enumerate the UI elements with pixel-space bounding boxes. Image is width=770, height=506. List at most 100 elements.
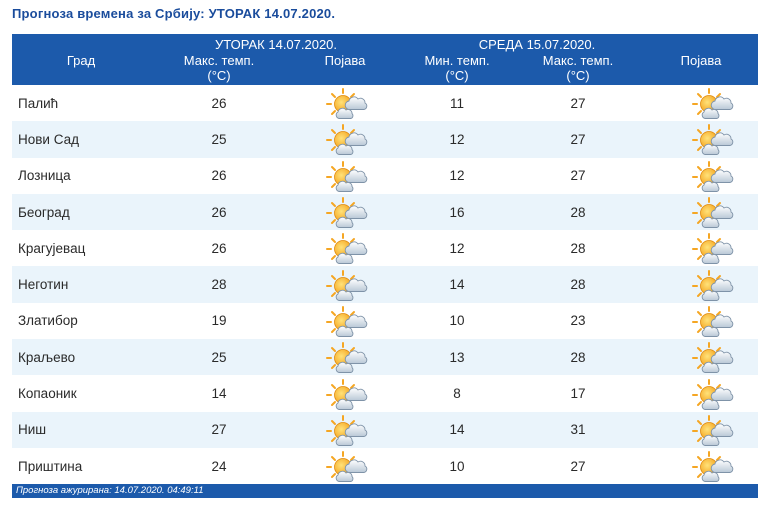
- day2-phenomenon: [684, 85, 740, 121]
- header-day1-date: УТОРАК 14.07.2020.: [214, 37, 338, 52]
- day1-phenomenon: [318, 230, 374, 266]
- day1-max-temp: 26: [211, 240, 227, 256]
- day1-phenomenon: [318, 266, 374, 302]
- day1-phenomenon: [318, 448, 374, 484]
- header-day2-min-unit: (°C): [445, 68, 469, 83]
- day2-phenomenon: [684, 448, 740, 484]
- header-day1-max-temp: Макс. темп. (°C): [150, 53, 288, 83]
- city-name: Крагујевац: [18, 240, 86, 256]
- city-name: Нови Сад: [18, 131, 80, 147]
- table-row: Златибор 19 10 23: [12, 302, 758, 340]
- day1-max-temp: 14: [211, 386, 227, 402]
- header-day2-min-temp: Мин. темп. (°C): [402, 53, 512, 83]
- city-name: Београд: [18, 204, 70, 220]
- partly-cloudy-icon: [323, 87, 369, 120]
- table-row: Неготин 28 14 28: [12, 266, 758, 303]
- day2-max-temp: 31: [570, 422, 586, 438]
- partly-cloudy-icon: [689, 414, 735, 446]
- header-day2-max-label: Макс. темп.: [542, 53, 614, 68]
- header-day2-max-temp: Макс. темп. (°C): [512, 53, 644, 83]
- day2-min-temp: 12: [449, 131, 465, 147]
- city-name: Неготин: [18, 277, 69, 293]
- day1-max-temp: 27: [211, 422, 227, 438]
- partly-cloudy-icon: [689, 378, 735, 410]
- day2-max-temp: 28: [570, 204, 586, 220]
- update-footer: Прогноза ажурирана: 14.07.2020. 04:49:11: [12, 484, 758, 499]
- partly-cloudy-icon: [323, 341, 369, 374]
- partly-cloudy-icon: [689, 160, 735, 192]
- table-row: Копаоник 14 8 17: [12, 375, 758, 412]
- day2-min-temp: 10: [449, 313, 465, 329]
- partly-cloudy-icon: [323, 160, 369, 192]
- partly-cloudy-icon: [323, 269, 369, 301]
- day1-phenomenon: [318, 158, 374, 194]
- day1-phenomenon: [318, 375, 374, 411]
- partly-cloudy-icon: [689, 305, 735, 337]
- day2-min-temp: 11: [449, 95, 464, 111]
- partly-cloudy-icon: [323, 232, 369, 265]
- city-name: Палић: [18, 95, 59, 111]
- day1-max-temp: 26: [211, 168, 227, 184]
- day2-min-temp: 16: [449, 204, 465, 220]
- table-row: Ниш 27 14 31: [12, 411, 758, 448]
- table-row: Лозница 26 12 27: [12, 157, 758, 194]
- partly-cloudy-icon: [323, 305, 369, 337]
- partly-cloudy-icon: [689, 196, 735, 228]
- partly-cloudy-icon: [689, 123, 735, 156]
- day1-phenomenon: [318, 412, 374, 448]
- day1-max-temp: 25: [211, 131, 227, 147]
- city-name: Копаоник: [18, 386, 77, 402]
- day2-phenomenon: [684, 375, 740, 411]
- day2-max-temp: 28: [570, 277, 586, 293]
- day1-max-temp: 19: [211, 313, 227, 329]
- city-name: Приштина: [18, 458, 83, 474]
- table-row: Приштина 24 10 27: [12, 447, 758, 485]
- header-day1-max-unit: (°C): [207, 68, 231, 83]
- day2-max-temp: 17: [570, 386, 586, 402]
- day2-phenomenon: [684, 194, 740, 230]
- day2-max-temp: 27: [570, 458, 586, 474]
- day1-max-temp: 26: [211, 95, 227, 111]
- header-day2-date: СРЕДА 15.07.2020.: [478, 37, 596, 52]
- day2-min-temp: 14: [449, 277, 465, 293]
- partly-cloudy-icon: [689, 269, 735, 301]
- day1-phenomenon: [318, 121, 374, 157]
- header-day1-max-label: Макс. темп.: [183, 53, 255, 68]
- day2-phenomenon: [684, 412, 740, 448]
- day2-max-temp: 28: [570, 240, 586, 256]
- header-city: Град: [66, 53, 96, 68]
- forecast-table: Град УТОРАК 14.07.2020. Макс. темп. (°C)…: [12, 34, 758, 499]
- day1-max-temp: 24: [211, 458, 227, 474]
- day2-min-temp: 13: [449, 349, 465, 365]
- partly-cloudy-icon: [689, 341, 735, 374]
- table-row: Нови Сад 25 12 27: [12, 121, 758, 158]
- partly-cloudy-icon: [689, 87, 735, 120]
- day2-phenomenon: [684, 303, 740, 339]
- day2-phenomenon: [684, 121, 740, 157]
- table-row: Краљево 25 13 28: [12, 339, 758, 376]
- day1-phenomenon: [318, 85, 374, 121]
- city-name: Краљево: [18, 349, 76, 365]
- day1-max-temp: 25: [211, 349, 227, 365]
- city-name: Златибор: [18, 313, 78, 329]
- day1-phenomenon: [318, 339, 374, 375]
- table-body: Палић 26 11 27: [12, 85, 758, 485]
- day2-phenomenon: [684, 266, 740, 302]
- day1-max-temp: 28: [211, 277, 227, 293]
- day2-phenomenon: [684, 230, 740, 266]
- header-day2-min-label: Мин. темп.: [424, 53, 490, 68]
- partly-cloudy-icon: [323, 450, 369, 483]
- city-name: Ниш: [18, 422, 47, 438]
- partly-cloudy-icon: [323, 414, 369, 446]
- day2-max-temp: 28: [570, 349, 586, 365]
- city-name: Лозница: [18, 168, 71, 184]
- page-title: Прогноза времена за Србију: УТОРАК 14.07…: [12, 6, 336, 21]
- day2-min-temp: 12: [449, 168, 465, 184]
- day2-phenomenon: [684, 158, 740, 194]
- table-row: Крагујевац 26 12 28: [12, 230, 758, 267]
- day2-phenomenon: [684, 339, 740, 375]
- day2-max-temp: 23: [570, 313, 586, 329]
- day2-min-temp: 8: [453, 386, 461, 402]
- day2-min-temp: 10: [449, 458, 465, 474]
- table-row: Београд 26 16 28: [12, 193, 758, 231]
